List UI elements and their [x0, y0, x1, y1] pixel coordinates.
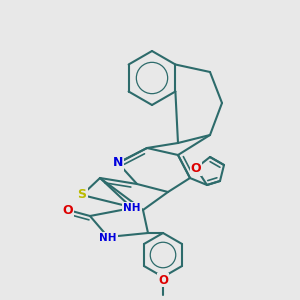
- Text: O: O: [63, 203, 73, 217]
- Text: O: O: [158, 274, 168, 286]
- Text: NH: NH: [123, 203, 141, 213]
- Text: NH: NH: [99, 233, 117, 243]
- Text: O: O: [191, 161, 201, 175]
- Text: S: S: [77, 188, 86, 202]
- Text: N: N: [113, 157, 123, 169]
